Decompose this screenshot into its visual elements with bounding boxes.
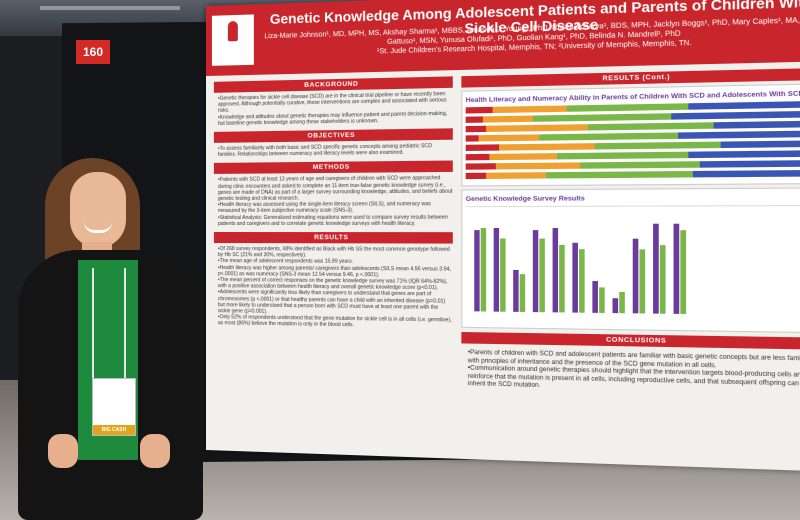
research-poster: Genetic Knowledge Among Adolescent Patie… (206, 0, 800, 472)
stacked-bar (465, 160, 800, 170)
knowledge-chart-panel: Genetic Knowledge Survey Results (461, 187, 800, 334)
lanyard (92, 268, 126, 383)
chart-bar (599, 287, 605, 313)
chart-bar (539, 238, 545, 313)
section-heading-results: RESULTS (213, 232, 453, 244)
logo-figure-icon (227, 20, 238, 42)
chart-bar (632, 238, 639, 314)
presenter: BIG CASH (0, 150, 215, 520)
section-heading-objectives: OBJECTIVES (213, 128, 453, 143)
chart-bar (519, 274, 526, 312)
presenter-face (70, 172, 126, 248)
literacy-chart-panel: Health Literacy and Numeracy Ability in … (461, 83, 800, 187)
background-bullets: Genetic therapies for sickle cell diseas… (218, 91, 453, 127)
booth-number-tag: 160 (76, 40, 110, 64)
poster-right-column: RESULTS (Cont.) Health Literacy and Nume… (461, 67, 800, 401)
st-jude-logo (211, 14, 254, 66)
bullet: Patients with SCD at least 13 years of a… (218, 175, 453, 202)
chart-bar (612, 298, 619, 314)
chart-bar (559, 244, 565, 313)
knowledge-chart-title: Genetic Knowledge Survey Results (465, 195, 585, 204)
chart-bar (500, 238, 506, 312)
chart-bar (513, 269, 519, 312)
presenter-smile (84, 222, 112, 233)
chart-bar (480, 228, 487, 312)
stacked-bar (465, 140, 800, 151)
chart-bar (532, 230, 539, 313)
chart-bar (552, 228, 559, 313)
ceiling-beam (40, 6, 180, 10)
knowledge-bar-chart (465, 205, 800, 329)
poster-header: Genetic Knowledge Among Adolescent Patie… (206, 0, 800, 76)
chart-bar (673, 223, 680, 314)
chart-bar (572, 242, 578, 313)
name-badge: BIG CASH (92, 378, 136, 436)
bullet: Only 52% of respondents understood that … (218, 314, 453, 330)
bullet: Of 268 survey respondents, 68% identifie… (218, 246, 453, 260)
chart-bar (592, 281, 598, 313)
methods-bullets: Patients with SCD at least 13 years of a… (218, 175, 453, 227)
presenter-right-hand (140, 434, 170, 468)
chart-bar (474, 230, 480, 312)
conclusions-bullets: Parents of children with SCD and adolesc… (461, 347, 800, 401)
presenter-left-hand (48, 434, 78, 468)
section-heading-methods: METHODS (213, 160, 453, 175)
bullet: Adolescents were significantly less like… (218, 290, 453, 318)
badge-stripe: BIG CASH (93, 425, 135, 435)
results-bullets: Of 268 survey respondents, 68% identifie… (218, 246, 453, 330)
stacked-bar (465, 169, 800, 180)
chart-bar (653, 223, 659, 314)
chart-bar (619, 291, 625, 314)
chart-bar (680, 230, 687, 314)
stacked-bar (465, 130, 800, 142)
bullet: To assess familiarity with both basic an… (218, 143, 453, 158)
poster-left-column: BACKGROUND Genetic therapies for sickle … (213, 76, 453, 335)
chart-bar (493, 228, 500, 312)
chart-bar (639, 249, 646, 314)
chart-bar (659, 245, 666, 314)
objectives-bullets: To assess familiarity with both basic an… (218, 143, 453, 158)
stacked-bar (465, 150, 800, 161)
section-heading-background: BACKGROUND (213, 76, 453, 93)
chart-bar (579, 249, 585, 313)
bullet: Statistical Analysis: Generalized estima… (218, 214, 453, 227)
bullet: Health literacy was assessed using the s… (218, 201, 453, 214)
